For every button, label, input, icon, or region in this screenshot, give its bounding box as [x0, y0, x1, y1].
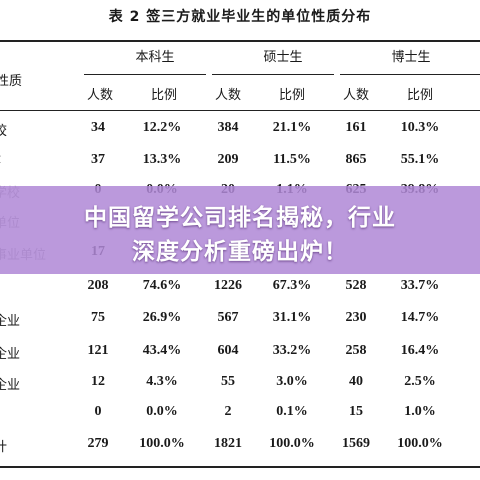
ratio-cell: 33.7% — [400, 278, 440, 293]
row-label: 计 — [0, 440, 8, 455]
count-cell: 2 — [224, 404, 232, 419]
count-cell: 230 — [345, 310, 367, 325]
ratio-cell: 74.6% — [142, 278, 182, 293]
ratio-cell: 16.4% — [400, 343, 440, 358]
count-cell: 567 — [217, 310, 239, 325]
ratio-cell: 21.1% — [272, 120, 312, 135]
count-cell: 75 — [91, 310, 105, 325]
row-label: z — [0, 152, 1, 167]
count-cell: 34 — [91, 120, 105, 135]
count-cell: 279 — [87, 436, 109, 451]
ratio-cell: 0.1% — [276, 404, 308, 419]
subheader-ratio: 比例 — [406, 88, 433, 103]
group-rule-undergrad — [84, 74, 206, 75]
ratio-cell: 67.3% — [272, 278, 312, 293]
top-rule — [0, 40, 480, 42]
count-cell: 865 — [345, 152, 367, 167]
count-cell: 161 — [345, 120, 367, 135]
ratio-cell: 0.0% — [146, 404, 178, 419]
subheader-ratio: 比例 — [150, 88, 177, 103]
ratio-cell: 55.1% — [400, 152, 440, 167]
row-label: 企业 — [0, 378, 21, 393]
banner-headline-line2: 深度分析重磅出炉！ — [132, 239, 348, 265]
row-label: 企业 — [0, 347, 21, 362]
count-cell: 1226 — [214, 278, 242, 293]
ratio-cell: 10.3% — [400, 120, 440, 135]
subheader-count: 人数 — [214, 88, 241, 103]
count-cell: 37 — [91, 152, 105, 167]
ratio-cell: 3.0% — [276, 374, 308, 389]
ratio-cell: 43.4% — [142, 343, 182, 358]
count-cell: 384 — [217, 120, 239, 135]
count-cell: 528 — [345, 278, 367, 293]
count-cell: 121 — [87, 343, 109, 358]
count-cell: 12 — [91, 374, 105, 389]
table-title: 表 2 签三方就业毕业生的单位性质分布 — [108, 9, 372, 25]
ratio-cell: 14.7% — [400, 310, 440, 325]
banner-headline-line1: 中国留学公司排名揭秘，行业 — [84, 205, 396, 231]
ratio-cell: 33.2% — [272, 343, 312, 358]
count-cell: 208 — [87, 278, 109, 293]
group-header-doctor: 博士生 — [391, 50, 431, 65]
count-cell: 1569 — [342, 436, 370, 451]
group-rule-doctor — [340, 74, 480, 75]
subheader-count: 人数 — [86, 88, 113, 103]
count-cell: 1821 — [214, 436, 242, 451]
group-header-undergrad: 本科生 — [135, 50, 175, 65]
count-cell: 209 — [217, 152, 239, 167]
ratio-cell: 100.0% — [269, 436, 315, 451]
header-rule — [0, 110, 480, 111]
promo-banner: 中国留学公司排名揭秘，行业 深度分析重磅出炉！ — [0, 186, 480, 274]
count-cell: 15 — [349, 404, 363, 419]
count-cell: 55 — [221, 374, 235, 389]
row-label: 校 — [0, 124, 8, 139]
bottom-rule — [0, 466, 480, 468]
count-cell: 604 — [217, 343, 239, 358]
ratio-cell: 11.5% — [273, 152, 311, 167]
ratio-cell: 100.0% — [397, 436, 443, 451]
ratio-cell: 26.9% — [142, 310, 182, 325]
subheader-ratio: 比例 — [278, 88, 305, 103]
ratio-cell: 12.2% — [142, 120, 182, 135]
ratio-cell: 1.0% — [404, 404, 436, 419]
ratio-cell: 4.3% — [146, 374, 178, 389]
row-header-label: 性质 — [0, 74, 23, 89]
ratio-cell: 31.1% — [272, 310, 312, 325]
row-label: 企业 — [0, 314, 21, 329]
count-cell: 40 — [349, 374, 363, 389]
ratio-cell: 100.0% — [139, 436, 185, 451]
group-rule-master — [212, 74, 334, 75]
count-cell: 0 — [94, 404, 102, 419]
count-cell: 258 — [345, 343, 367, 358]
subheader-count: 人数 — [342, 88, 369, 103]
ratio-cell: 2.5% — [404, 374, 436, 389]
ratio-cell: 13.3% — [142, 152, 182, 167]
group-header-master: 硕士生 — [263, 50, 303, 65]
